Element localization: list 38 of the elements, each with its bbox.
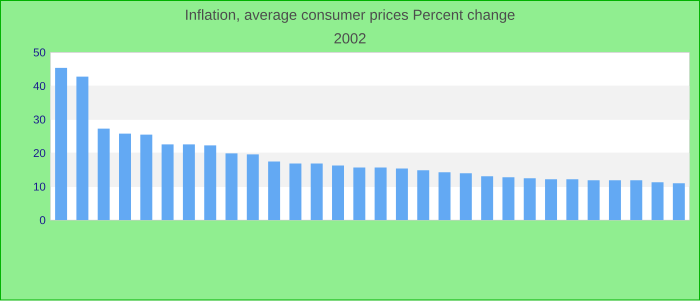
bar bbox=[76, 76, 88, 220]
chart-subtitle: 2002 bbox=[334, 33, 366, 44]
bar bbox=[524, 178, 536, 220]
bar bbox=[417, 170, 430, 220]
bar bbox=[98, 128, 110, 220]
bar bbox=[140, 134, 152, 220]
bar bbox=[438, 172, 451, 220]
y-tick-label: 50 bbox=[34, 48, 46, 57]
y-tick-label: 10 bbox=[34, 182, 46, 191]
bar bbox=[588, 180, 600, 220]
bar bbox=[502, 177, 514, 220]
bar bbox=[332, 166, 344, 220]
y-tick-label: 30 bbox=[34, 116, 46, 124]
bar bbox=[460, 173, 472, 220]
y-tick-label: 40 bbox=[33, 82, 46, 90]
bar bbox=[268, 162, 280, 220]
bar bbox=[630, 180, 642, 220]
bar bbox=[481, 176, 494, 220]
bar bbox=[672, 183, 685, 220]
bar bbox=[396, 168, 408, 220]
bar bbox=[182, 144, 195, 220]
bar bbox=[374, 168, 387, 220]
bar bbox=[55, 68, 68, 220]
bar bbox=[119, 134, 131, 220]
y-tick-label: 20 bbox=[34, 149, 46, 158]
bar bbox=[353, 168, 366, 220]
y-tick-label: 0 bbox=[40, 216, 46, 224]
bar bbox=[652, 182, 664, 220]
bar bbox=[566, 179, 578, 220]
bar bbox=[289, 164, 302, 220]
bar bbox=[246, 154, 259, 220]
bar bbox=[226, 154, 238, 220]
bar bbox=[204, 146, 216, 220]
bar bbox=[608, 180, 621, 220]
bar bbox=[545, 179, 558, 220]
chart-title: Inflation, average consumer prices Percent change bbox=[186, 9, 515, 24]
bar bbox=[310, 164, 323, 220]
bar bbox=[162, 144, 174, 220]
